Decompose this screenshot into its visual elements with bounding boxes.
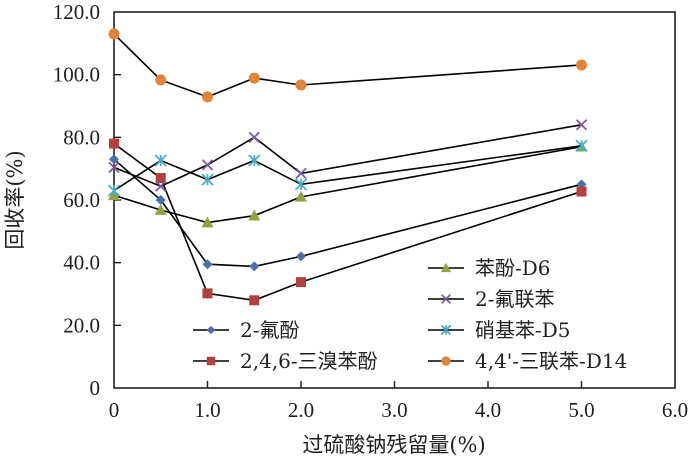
plot-frame: [113, 11, 676, 389]
data-point: [295, 190, 307, 202]
data-point: [296, 251, 306, 262]
data-point: [201, 159, 214, 171]
legend-label: 硝基苯-D5: [475, 318, 571, 342]
series-3: [108, 119, 588, 192]
data-point: [154, 204, 167, 215]
x-axis-title: 过硫酸钠残留量(%): [302, 433, 485, 457]
data-point: [575, 139, 588, 152]
data-point: [575, 119, 588, 131]
x-axis: 0 1.0 2.0 3.0 4.0 5.0 6.0: [109, 381, 688, 422]
data-point: [155, 74, 167, 86]
circle-marker: [441, 356, 451, 366]
y-tick-label: 40.0: [63, 251, 100, 275]
series-line: [113, 158, 582, 268]
legend-entry: 2,4,6-三溴苯酚: [193, 349, 378, 373]
series-line: [113, 142, 582, 302]
diamond-marker: [206, 325, 216, 335]
data-point: [202, 288, 213, 299]
data-point: [201, 173, 214, 186]
y-tick-label: 20.0: [63, 313, 100, 337]
y-tick-label: 60.0: [63, 188, 100, 212]
legend-entry: 苯酚-D6: [428, 256, 551, 280]
x-tick-label: 2.0: [288, 398, 314, 422]
series-layer: [107, 28, 588, 306]
series-line: [113, 33, 582, 98]
data-point: [248, 72, 260, 84]
data-point: [576, 59, 587, 71]
data-point: [154, 154, 167, 167]
data-point: [249, 261, 260, 272]
x-tick-label: 1.0: [194, 398, 220, 422]
data-point: [576, 186, 587, 197]
y-tick-label: 80.0: [63, 125, 100, 149]
x-tick-label: 0: [109, 398, 120, 422]
cross-marker: [441, 294, 451, 304]
series-4: [107, 139, 588, 197]
y-tick-label: 0: [90, 376, 101, 400]
data-point: [109, 138, 119, 149]
series-line: [113, 145, 582, 224]
data-point: [108, 161, 120, 174]
data-point: [107, 184, 121, 197]
legend-label: 2,4,6-三溴苯酚: [240, 349, 378, 373]
plot-border: [113, 11, 676, 389]
legend-entry: 硝基苯-D5: [428, 318, 571, 342]
data-point: [296, 277, 306, 288]
y-axis: 0 20.0 40.0 60.0 80.0 100.0 120.0: [53, 0, 121, 400]
series-1: [109, 138, 587, 306]
data-point: [248, 154, 261, 167]
square-marker: [206, 356, 216, 366]
series-5: [108, 28, 587, 103]
legend-label: 2-氟酚: [240, 318, 299, 342]
series-line: [113, 145, 582, 192]
x-tick-label: 3.0: [381, 398, 407, 422]
x-tick-label: 4.0: [475, 398, 501, 422]
data-point: [202, 91, 213, 103]
data-point: [155, 173, 166, 184]
data-point: [248, 131, 260, 143]
legend-entry: 2-氟酚: [193, 318, 299, 342]
triangle-marker: [440, 262, 452, 273]
legend-label: 苯酚-D6: [475, 256, 551, 280]
data-point: [295, 79, 307, 91]
legend-label: 2-氟联苯: [475, 287, 554, 311]
series-line: [113, 124, 582, 188]
data-point: [155, 195, 166, 205]
y-tick-label: 100.0: [53, 63, 100, 87]
data-point: [202, 259, 213, 270]
legend-entry: 4,4'-三联苯-D14: [428, 349, 627, 373]
data-point: [248, 209, 261, 221]
data-point: [109, 154, 119, 165]
star-marker: [440, 324, 452, 336]
legend-entry: 2-氟联苯: [428, 287, 554, 311]
data-point: [155, 180, 167, 192]
data-point: [108, 28, 120, 40]
data-point: [294, 178, 308, 191]
x-tick-label: 5.0: [568, 398, 594, 422]
series-2: [108, 140, 588, 228]
data-point: [201, 216, 214, 228]
data-point: [249, 295, 260, 306]
y-tick-label: 120.0: [53, 0, 100, 24]
legend-label: 4,4'-三联苯-D14: [475, 349, 627, 373]
y-axis-title: 回收率(%): [3, 150, 27, 249]
data-point: [295, 167, 307, 180]
x-tick-label: 6.0: [662, 398, 688, 422]
